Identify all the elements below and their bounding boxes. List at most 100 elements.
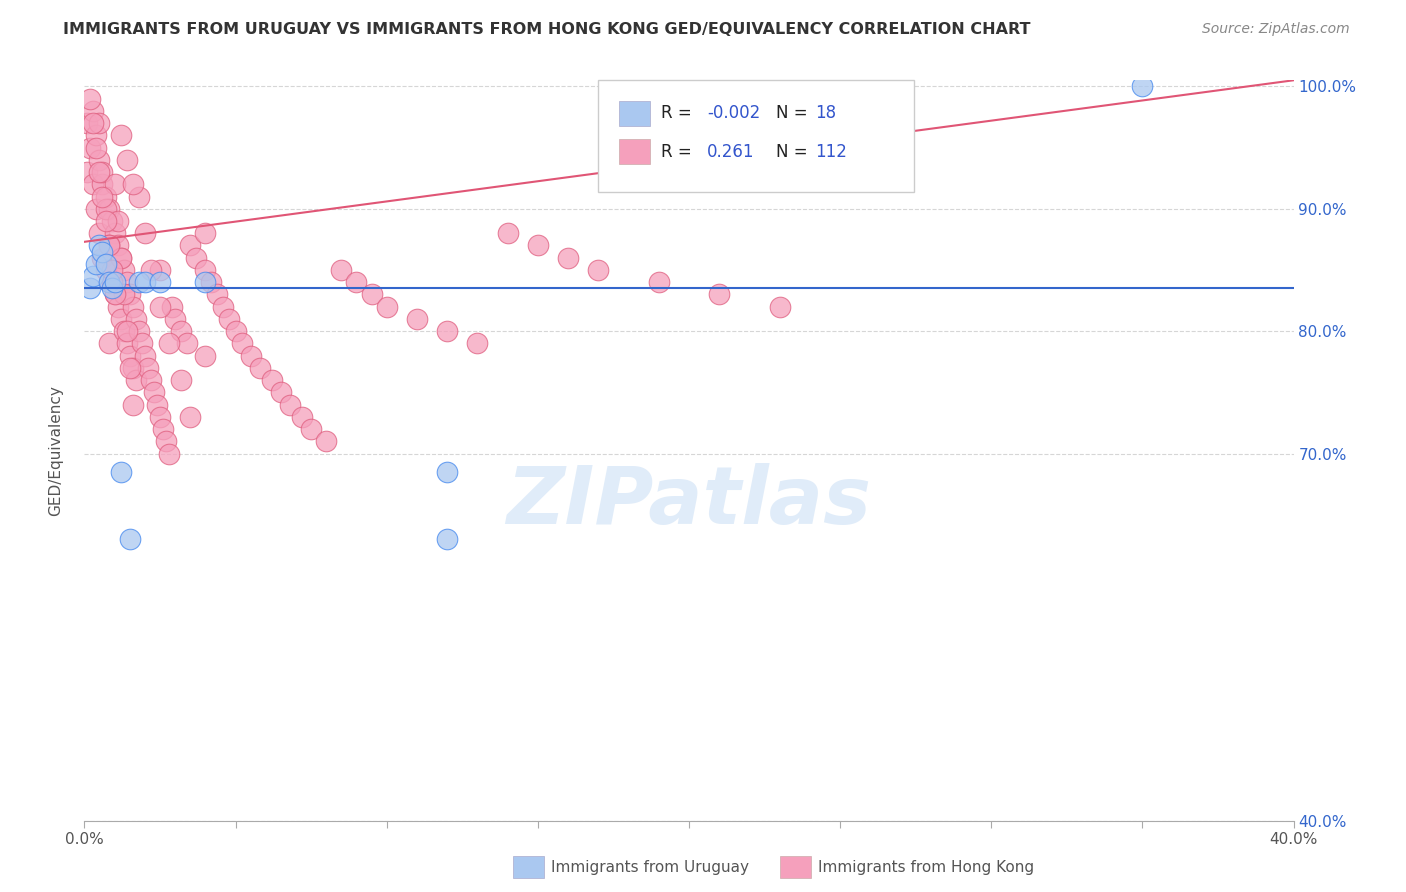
Point	[97, 238, 120, 252]
Point	[91, 165, 114, 179]
Point	[436, 465, 458, 479]
Point	[104, 226, 127, 240]
Point	[115, 153, 138, 167]
Point	[375, 300, 398, 314]
Point	[97, 275, 120, 289]
Text: 0.261: 0.261	[707, 143, 755, 161]
Point	[436, 324, 458, 338]
Point	[118, 349, 141, 363]
Point	[149, 263, 172, 277]
Point	[176, 336, 198, 351]
Point	[76, 165, 98, 179]
Point	[131, 336, 153, 351]
Point	[115, 336, 138, 351]
Point	[125, 373, 148, 387]
Point	[104, 287, 127, 301]
Point	[769, 300, 792, 314]
Point	[648, 275, 671, 289]
Point	[136, 360, 159, 375]
Point	[100, 263, 122, 277]
Text: Immigrants from Uruguay: Immigrants from Uruguay	[551, 860, 749, 874]
Point	[128, 324, 150, 338]
Point	[179, 409, 201, 424]
Point	[121, 398, 143, 412]
Point	[94, 257, 117, 271]
Point	[121, 360, 143, 375]
Point	[142, 385, 165, 400]
Point	[134, 349, 156, 363]
Point	[112, 287, 135, 301]
Point	[76, 116, 98, 130]
Text: R =: R =	[661, 143, 697, 161]
Point	[104, 275, 127, 289]
Point	[86, 140, 108, 154]
Point	[207, 287, 229, 301]
Point	[86, 257, 108, 271]
Point	[170, 373, 193, 387]
Point	[94, 263, 117, 277]
Point	[299, 422, 322, 436]
Point	[89, 165, 111, 179]
Point	[91, 178, 114, 192]
Point	[104, 178, 127, 192]
Point	[315, 434, 337, 449]
Point	[110, 251, 132, 265]
Point	[1130, 79, 1153, 94]
Point	[82, 116, 104, 130]
Point	[128, 275, 150, 289]
Text: -0.002: -0.002	[707, 104, 761, 122]
Point	[231, 336, 253, 351]
Point	[97, 275, 120, 289]
Point	[134, 275, 156, 289]
Point	[115, 275, 138, 289]
Point	[278, 398, 301, 412]
Text: N =: N =	[776, 104, 813, 122]
Point	[118, 287, 141, 301]
Point	[121, 300, 143, 314]
Point	[496, 226, 519, 240]
Point	[194, 349, 217, 363]
Point	[94, 202, 117, 216]
Point	[94, 189, 117, 203]
Point	[155, 434, 177, 449]
Point	[346, 275, 368, 289]
Point	[97, 238, 120, 252]
Point	[330, 263, 353, 277]
Point	[249, 360, 271, 375]
Point	[186, 251, 208, 265]
Point	[79, 281, 101, 295]
Point	[79, 92, 101, 106]
Point	[218, 312, 240, 326]
Text: 18: 18	[815, 104, 837, 122]
Point	[139, 373, 162, 387]
Point	[89, 238, 111, 252]
Point	[149, 409, 172, 424]
Point	[91, 189, 114, 203]
Point	[97, 202, 120, 216]
Point	[557, 251, 579, 265]
Point	[112, 324, 135, 338]
Point	[110, 128, 132, 143]
Point	[91, 244, 114, 259]
Point	[146, 398, 169, 412]
Point	[125, 312, 148, 326]
Point	[107, 300, 129, 314]
Point	[170, 324, 193, 338]
Point	[100, 275, 122, 289]
Point	[467, 336, 489, 351]
Point	[110, 465, 132, 479]
Point	[194, 275, 217, 289]
Text: IMMIGRANTS FROM URUGUAY VS IMMIGRANTS FROM HONG KONG GED/EQUIVALENCY CORRELATION: IMMIGRANTS FROM URUGUAY VS IMMIGRANTS FR…	[63, 22, 1031, 37]
Point	[149, 300, 172, 314]
Point	[179, 238, 201, 252]
Point	[128, 189, 150, 203]
Point	[82, 103, 104, 118]
Point	[160, 300, 183, 314]
Point	[112, 263, 135, 277]
Point	[406, 312, 429, 326]
Point	[107, 214, 129, 228]
Point	[149, 275, 172, 289]
Point	[194, 226, 217, 240]
Point	[82, 178, 104, 192]
Point	[291, 409, 314, 424]
